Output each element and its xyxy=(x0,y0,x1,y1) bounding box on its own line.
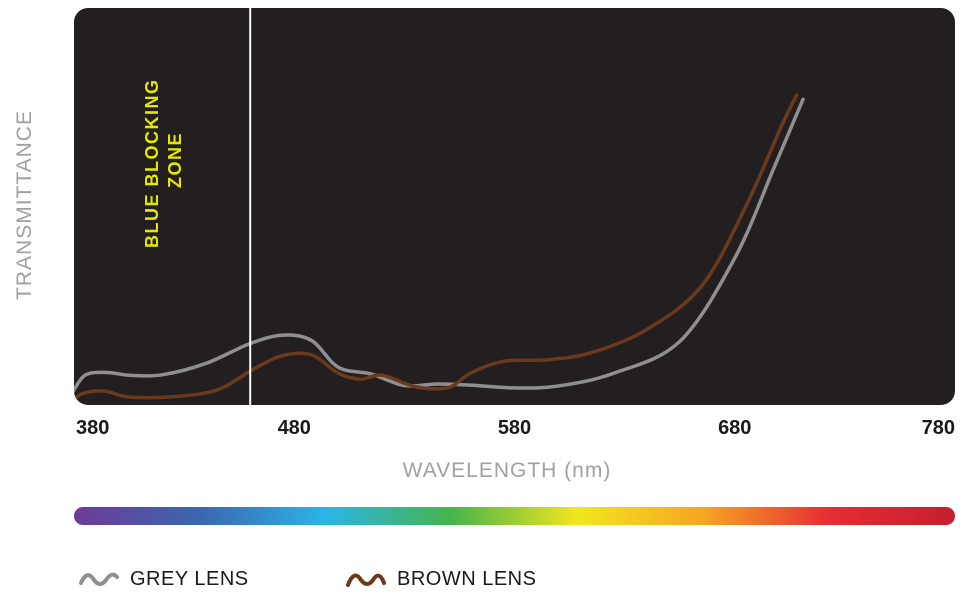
x-tick-label-680: 680 xyxy=(718,417,751,439)
zone-label-line-2: ZONE xyxy=(165,132,185,188)
x-axis-title: WAVELENGTH (nm) xyxy=(403,459,612,482)
x-tick-label-580: 580 xyxy=(498,417,531,439)
x-tick-labels: 380 480 580 680 780 xyxy=(76,417,955,439)
grey-wave-icon xyxy=(79,572,119,586)
brown-wave-icon xyxy=(346,573,386,587)
series-line-grey-lens xyxy=(74,97,805,396)
legend-label-grey-lens: GREY LENS xyxy=(130,567,249,590)
legend-item-grey-lens: GREY LENS xyxy=(78,564,249,594)
x-tick-label-380: 380 xyxy=(76,417,109,439)
x-tick-label-780: 780 xyxy=(922,417,955,439)
legend-item-brown-lens: BROWN LENS xyxy=(345,564,536,594)
blue-blocking-zone-label: BLUE BLOCKING ZONE xyxy=(142,72,185,248)
series-layer xyxy=(74,93,805,403)
y-axis-title: TRANSMITTANCE xyxy=(13,110,36,300)
zone-label-line-1: BLUE BLOCKING xyxy=(142,79,162,249)
x-tick-label-480: 480 xyxy=(278,417,311,439)
plot-area xyxy=(74,8,955,405)
spectrum-bar xyxy=(74,507,955,525)
legend-label-brown-lens: BROWN LENS xyxy=(397,567,537,590)
series-line-brown-lens xyxy=(74,93,799,403)
